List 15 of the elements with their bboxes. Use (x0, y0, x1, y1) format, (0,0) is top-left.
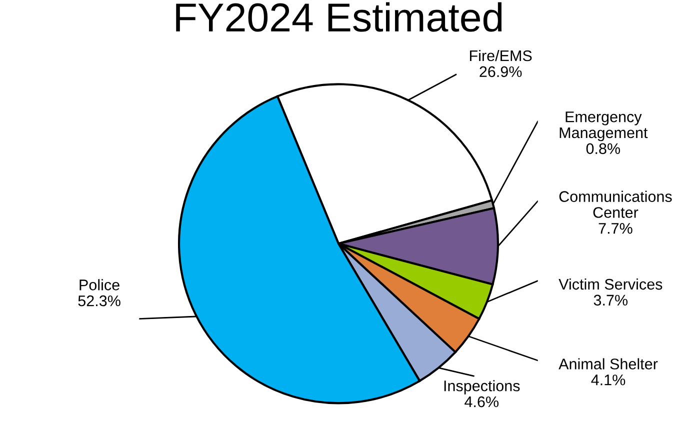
data-label: 26.9% (480, 66, 522, 78)
slice-label: Emergency Management (560, 112, 648, 142)
data-label: 7.7% (598, 223, 632, 234)
data-label: 0.8% (586, 143, 620, 154)
chart-title: FY2024 Estimated (176, 2, 502, 32)
data-label: 52.3% (78, 295, 120, 306)
slice-label: Animal Shelter (558, 358, 658, 370)
data-label: 4.6% (464, 396, 498, 408)
slice-label: Inspections (444, 380, 520, 394)
data-label: 3.7% (594, 294, 628, 306)
data-label: 4.1% (591, 374, 626, 386)
slice-label: Victim Services (558, 278, 662, 290)
slice-label: Communications Center (559, 190, 672, 218)
slice-label: Police (80, 279, 120, 290)
slice-label: Fire/EMS (470, 50, 532, 62)
